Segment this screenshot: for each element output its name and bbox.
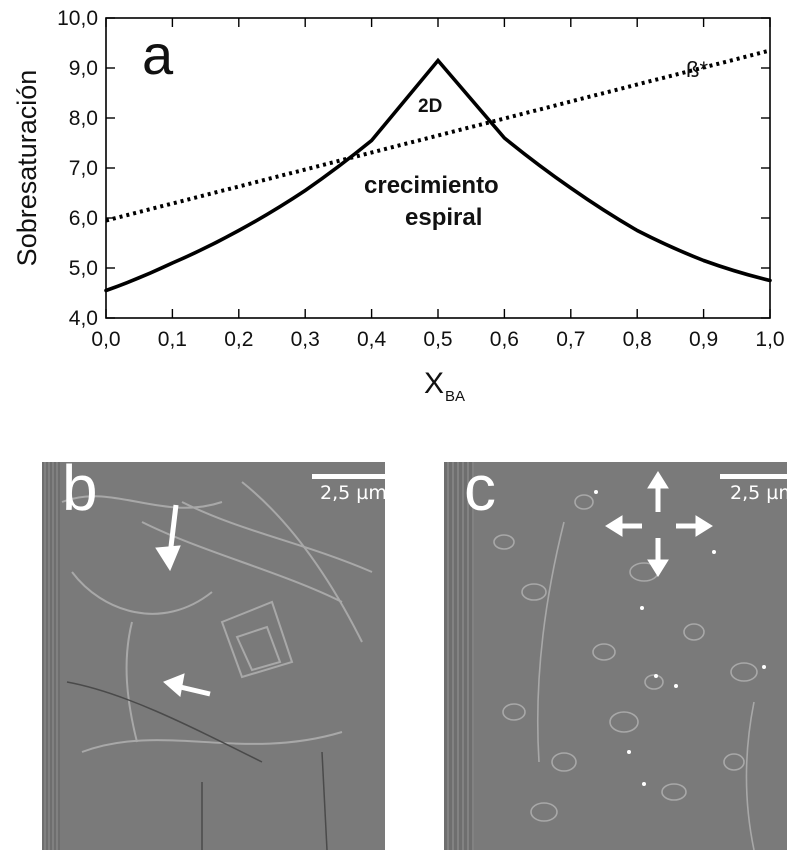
x-tick-label: 0,0 bbox=[91, 328, 120, 351]
series bbox=[106, 51, 770, 291]
annotation-espiral: espiral bbox=[405, 204, 482, 231]
y-tick-label: 4,0 bbox=[69, 307, 98, 330]
arrow-down-icon bbox=[156, 505, 180, 570]
y-tick-label: 9,0 bbox=[69, 57, 98, 80]
x-tick-label: 0,6 bbox=[490, 328, 519, 351]
x-tick-label: 0,4 bbox=[357, 328, 387, 351]
arrow-icons-b bbox=[42, 462, 385, 850]
x-tick-label: 1,0 bbox=[755, 328, 784, 351]
x-tick-label: 0,5 bbox=[423, 328, 452, 351]
x-tick-label: 0,9 bbox=[689, 328, 718, 351]
arrow-left-icon bbox=[164, 674, 210, 696]
arrow-up-icon bbox=[648, 472, 668, 512]
x-tick-label: 0,8 bbox=[623, 328, 652, 351]
x-tick-label: 0,7 bbox=[556, 328, 585, 351]
arrow-right-icon bbox=[676, 516, 712, 536]
chart: 0,0 0,1 0,2 0,3 0,4 0,5 0,6 0,7 0,8 0,9 1,0 4,0 5,0 6… bbox=[0, 0, 787, 440]
annotation-crecimiento: crecimiento bbox=[364, 172, 499, 199]
panel-letter-a: a bbox=[142, 23, 174, 86]
arrow-down-icon bbox=[648, 538, 668, 576]
arrow-left-icon bbox=[606, 516, 642, 536]
x-tick-label: 0,2 bbox=[224, 328, 253, 351]
micrograph-panel-b: b 2,5 µm bbox=[42, 462, 385, 850]
y-tick-label: 6,0 bbox=[69, 207, 98, 230]
series-label-beta: ß* bbox=[686, 57, 708, 82]
y-tick-label: 5,0 bbox=[69, 257, 98, 280]
annotation-2d: 2D bbox=[418, 96, 442, 117]
x-axis-label: XBA bbox=[424, 367, 465, 405]
y-tick-label: 7,0 bbox=[69, 157, 98, 180]
y-axis-label: Sobresaturación bbox=[12, 70, 42, 267]
micrograph-panel-c: c 2,5 µm bbox=[444, 462, 787, 850]
arrow-icons-c bbox=[444, 462, 787, 850]
x-tick-label: 0,1 bbox=[158, 328, 187, 351]
y-tick-label: 8,0 bbox=[69, 107, 98, 130]
y-tick-label: 10,0 bbox=[57, 7, 98, 30]
x-tick-label: 0,3 bbox=[291, 328, 320, 351]
